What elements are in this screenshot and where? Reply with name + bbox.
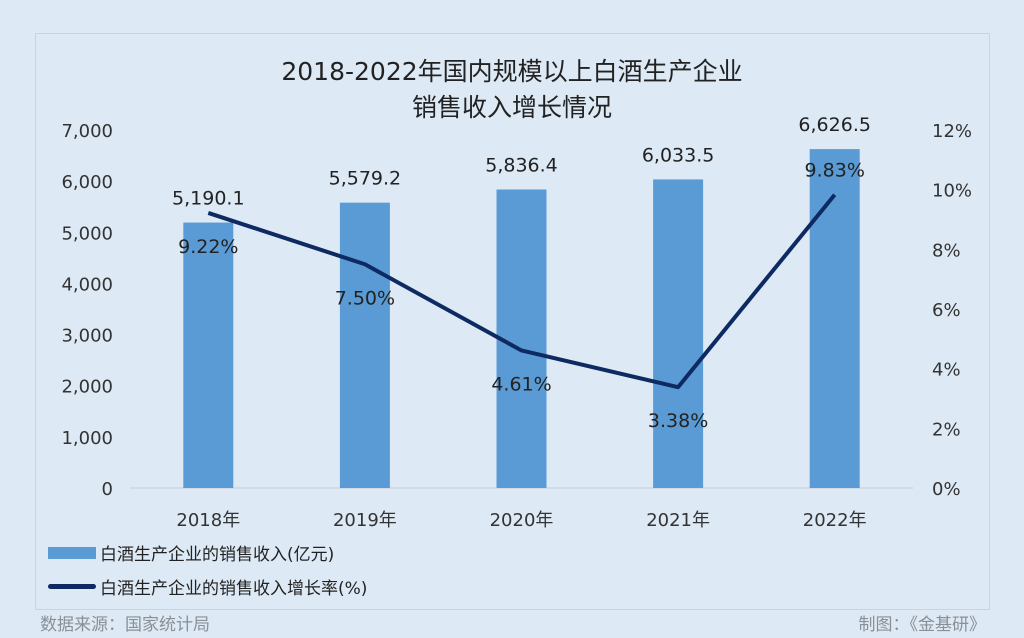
right-tick-label: 0% [932, 479, 961, 500]
right-tick-label: 2% [932, 419, 961, 440]
line-value-label: 9.83% [805, 160, 865, 182]
x-tick-label: 2018年 [176, 510, 240, 531]
bar [183, 222, 234, 488]
legend-item-growth: 白酒生产企业的销售收入增长率(%) [48, 574, 367, 599]
x-tick-label: 2021年 [646, 510, 710, 531]
line-value-label: 9.22% [178, 236, 238, 258]
bar [653, 179, 704, 488]
right-tick-label: 8% [932, 240, 961, 261]
x-tick-label: 2022年 [803, 510, 867, 531]
line-value-label: 4.61% [491, 373, 551, 395]
legend-label-revenue: 白酒生产企业的销售收入(亿元) [100, 545, 335, 565]
growth-line [207, 193, 837, 390]
legend-item-revenue: 白酒生产企业的销售收入(亿元) [48, 540, 334, 565]
left-tick-label: 4,000 [61, 274, 113, 295]
bar [339, 202, 390, 489]
x-tick-label: 2019年 [333, 510, 397, 531]
left-tick-label: 0 [102, 479, 113, 500]
left-tick-label: 6,000 [61, 172, 113, 193]
chart-title-line1: 2018-2022年国内规模以上白酒生产企业 [281, 57, 743, 86]
bar-value-label: 5,579.2 [329, 168, 402, 190]
x-tick-label: 2020年 [490, 510, 554, 531]
line-value-label: 3.38% [648, 410, 708, 432]
right-tick-label: 12% [932, 121, 972, 142]
left-tick-label: 3,000 [61, 326, 113, 347]
legend-swatch-bar [48, 546, 96, 559]
line-value-label: 7.50% [335, 287, 395, 309]
bar-value-label: 6,626.5 [798, 114, 871, 136]
left-tick-label: 1,000 [61, 428, 113, 449]
chart-title-line2: 销售收入增长情况 [411, 93, 612, 122]
right-tick-label: 4% [932, 360, 961, 381]
credit-note: 制图：《金基研》 [858, 615, 987, 635]
bar [809, 149, 860, 488]
bar-value-label: 5,836.4 [485, 155, 558, 177]
right-tick-label: 6% [932, 300, 961, 321]
bar-value-label: 5,190.1 [172, 188, 245, 210]
bar-value-label: 6,033.5 [642, 144, 715, 166]
right-tick-label: 10% [932, 181, 972, 202]
legend-swatch-line [48, 584, 96, 589]
legend-label-growth: 白酒生产企业的销售收入增长率(%) [100, 579, 368, 599]
left-tick-label: 5,000 [61, 223, 113, 244]
chart-panel [35, 33, 990, 610]
bar [496, 189, 547, 488]
source-note: 数据来源：国家统计局 [40, 615, 210, 635]
left-tick-label: 2,000 [61, 377, 113, 398]
left-tick-label: 7,000 [61, 121, 113, 142]
